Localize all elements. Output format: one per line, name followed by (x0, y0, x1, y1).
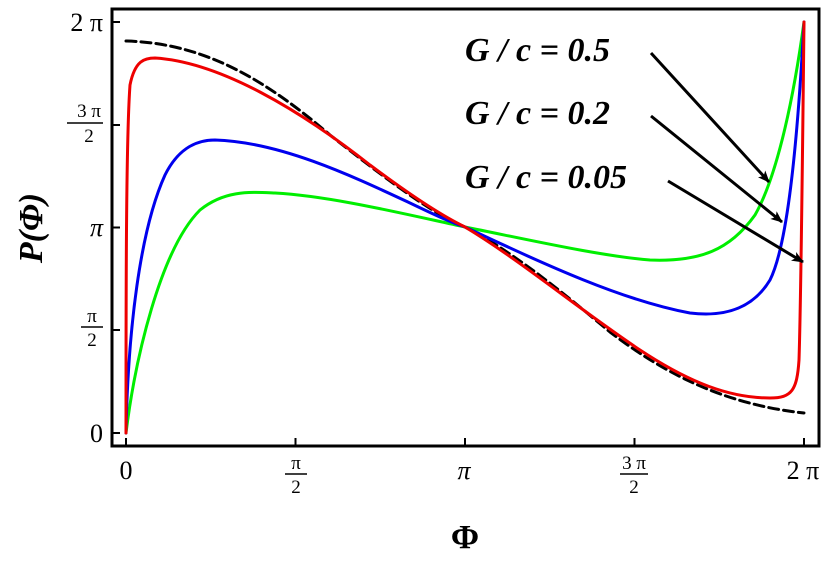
x-axis-tick-labels: 0 π 2 π 3 π 2 2 π (120, 453, 820, 498)
y-tick-pi-half-den: 2 (87, 330, 97, 351)
x-tick-pi-half-den: 2 (291, 477, 301, 498)
x-tick-pi-half-num: π (291, 453, 301, 474)
x-tick-pi: π (457, 456, 471, 485)
x-tick-0: 0 (120, 456, 133, 485)
arrow-0.05 (667, 179, 804, 264)
legend-label-0.05: G / c = 0.05 (465, 159, 627, 196)
y-tick-pi-half-num: π (87, 306, 97, 327)
x-axis-title: Φ (451, 519, 479, 556)
y-tick-3pi-half-den: 2 (84, 126, 94, 147)
y-axis-tick-labels: 0 π 2 π 3 π 2 2 π (67, 8, 104, 448)
legend-label-0.2: G / c = 0.2 (465, 95, 610, 132)
legend: G / c = 0.5 G / c = 0.2 G / c = 0.05 (465, 32, 627, 196)
y-tick-0: 0 (90, 419, 103, 448)
arrow-0.5 (649, 51, 771, 184)
arrow-0.2 (650, 114, 783, 224)
legend-arrows (649, 51, 804, 264)
x-axis-ticks (125, 438, 805, 446)
x-tick-2pi: 2 π (787, 456, 820, 485)
y-tick-pi: π (90, 213, 104, 242)
series-blue-0.2 (124, 20, 806, 435)
x-tick-3pi-half-den: 2 (629, 477, 639, 498)
series-red-0.05 (124, 20, 806, 435)
legend-label-0.5: G / c = 0.5 (465, 32, 610, 69)
y-axis-title: P(Φ) (13, 193, 50, 264)
y-tick-2pi: 2 π (70, 8, 103, 37)
x-tick-3pi-half-num: 3 π (622, 453, 646, 474)
y-tick-3pi-half-num: 3 π (77, 101, 101, 122)
y-axis-ticks (112, 21, 120, 434)
